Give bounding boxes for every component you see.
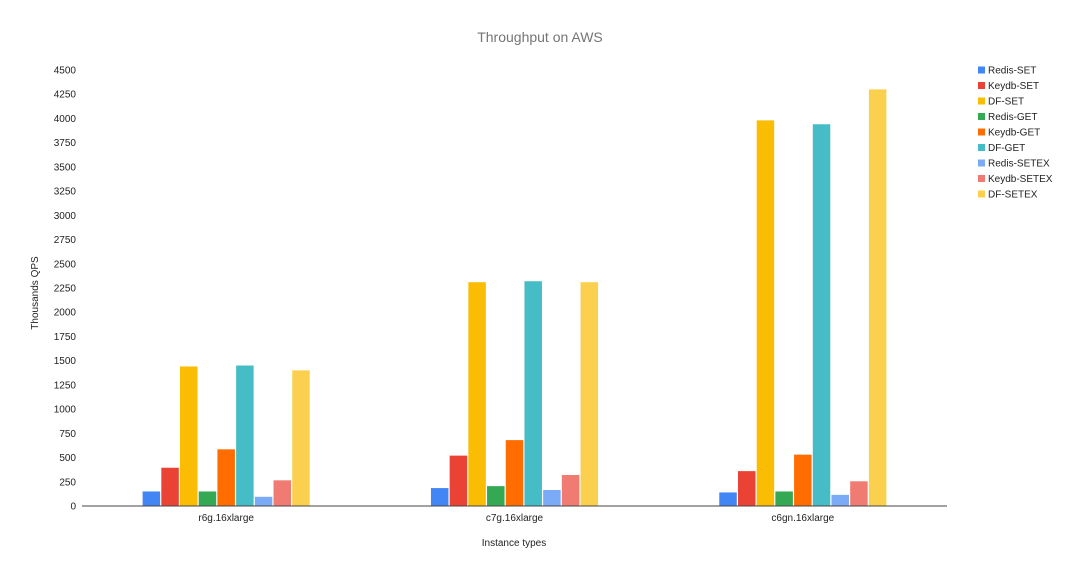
bar-redis-setex-r6g-16xlarge	[254, 496, 273, 506]
bar-redis-get-c6gn-16xlarge	[775, 491, 793, 506]
legend-swatch	[978, 175, 985, 182]
bar-df-get-c6gn-16xlarge	[812, 124, 831, 506]
bar-keydb-set-r6g-16xlarge	[161, 467, 179, 506]
y-tick-label: 1750	[54, 332, 77, 343]
legend-item: DF-GET	[978, 143, 1025, 154]
bar-redis-get-c7g-16xlarge	[487, 486, 505, 506]
y-tick-label: 1000	[54, 405, 77, 416]
y-tick-label: 3250	[54, 187, 77, 198]
bar-keydb-get-c6gn-16xlarge	[794, 454, 812, 506]
legend-label: Keydb-SETEX	[988, 174, 1053, 185]
bar-keydb-set-c6gn-16xlarge	[737, 471, 756, 506]
x-tick-label: r6g.16xlarge	[198, 513, 254, 524]
legend-swatch	[978, 144, 985, 151]
y-tick-label: 2000	[54, 308, 77, 319]
legend-swatch	[978, 97, 985, 105]
legend-label: DF-GET	[988, 143, 1025, 154]
y-axis-title: Thousands QPS	[30, 256, 41, 330]
x-tick-label: c6gn.16xlarge	[771, 513, 834, 524]
legend-item: Redis-SETEX	[978, 159, 1050, 170]
y-tick-label: 500	[59, 453, 76, 464]
y-tick-label: 4250	[54, 90, 77, 101]
legend-swatch	[978, 128, 985, 136]
legend-label: Keydb-SET	[988, 81, 1039, 92]
legend-item: Keydb-GET	[978, 128, 1040, 139]
bar-df-setex-c7g-16xlarge	[580, 282, 599, 506]
bar-keydb-setex-r6g-16xlarge	[273, 480, 292, 506]
bar-df-set-r6g-16xlarge	[180, 366, 198, 506]
y-tick-label: 0	[70, 502, 76, 513]
x-axis-title: Instance types	[482, 538, 546, 549]
bar-keydb-get-c7g-16xlarge	[505, 440, 524, 506]
legend-item: DF-SETEX	[978, 190, 1038, 201]
y-tick-label: 1250	[54, 380, 77, 391]
y-tick-label: 2250	[54, 284, 77, 295]
legend-label: Keydb-GET	[988, 128, 1040, 139]
legend-label: DF-SET	[988, 97, 1024, 108]
y-tick-label: 4500	[54, 66, 77, 77]
chart-title: Throughput on AWS	[477, 29, 603, 45]
legend-item: Redis-GET	[978, 112, 1037, 123]
legend-swatch	[978, 190, 985, 198]
bar-df-setex-c6gn-16xlarge	[868, 89, 887, 506]
bar-redis-get-r6g-16xlarge	[198, 491, 217, 506]
bar-redis-setex-c6gn-16xlarge	[831, 494, 849, 506]
bar-redis-setex-c7g-16xlarge	[543, 490, 561, 506]
bar-redis-set-r6g-16xlarge	[142, 491, 161, 506]
y-tick-label: 1500	[54, 356, 77, 367]
x-axis-ticks: r6g.16xlarge c7g.16xlarge c6gn.16xlarge	[198, 513, 834, 524]
y-tick-label: 3750	[54, 138, 77, 149]
bar-keydb-setex-c6gn-16xlarge	[850, 481, 868, 506]
bar-df-get-r6g-16xlarge	[236, 365, 254, 506]
y-tick-label: 3000	[54, 211, 77, 222]
legend-swatch	[978, 82, 985, 89]
legend: Redis-SET Keydb-SET DF-SET Redis-GET Keydb-G…	[978, 66, 1053, 201]
y-axis-ticks: 0 250 500 750 1000 1250 1500 1750 2000 2250 2500 27…	[54, 66, 77, 513]
y-tick-label: 2500	[54, 259, 77, 270]
bar-df-setex-r6g-16xlarge	[292, 370, 310, 506]
bar-df-get-c7g-16xlarge	[524, 281, 542, 506]
legend-swatch	[978, 159, 985, 167]
bar-keydb-set-c7g-16xlarge	[449, 455, 468, 506]
y-tick-label: 2750	[54, 235, 77, 246]
y-tick-label: 3500	[54, 162, 77, 173]
legend-label: Redis-SETEX	[988, 159, 1050, 170]
legend-label: Redis-GET	[988, 112, 1037, 123]
legend-swatch	[978, 113, 985, 120]
bar-df-set-c7g-16xlarge	[468, 282, 486, 506]
y-tick-label: 250	[59, 477, 76, 488]
legend-item: Keydb-SET	[978, 81, 1039, 92]
y-tick-label: 750	[59, 429, 76, 440]
legend-swatch	[978, 66, 985, 74]
bar-df-set-c6gn-16xlarge	[756, 120, 775, 506]
legend-label: DF-SETEX	[988, 190, 1038, 201]
bars-group	[142, 89, 887, 506]
legend-item: DF-SET	[978, 97, 1024, 108]
bar-keydb-setex-c7g-16xlarge	[561, 475, 580, 506]
bar-keydb-get-r6g-16xlarge	[217, 449, 235, 506]
x-tick-label: c7g.16xlarge	[486, 513, 544, 524]
bar-redis-set-c7g-16xlarge	[430, 488, 449, 506]
y-tick-label: 4000	[54, 114, 77, 125]
legend-item: Redis-SET	[978, 66, 1036, 77]
legend-item: Keydb-SETEX	[978, 174, 1053, 185]
legend-label: Redis-SET	[988, 66, 1036, 77]
bar-redis-set-c6gn-16xlarge	[719, 492, 737, 506]
